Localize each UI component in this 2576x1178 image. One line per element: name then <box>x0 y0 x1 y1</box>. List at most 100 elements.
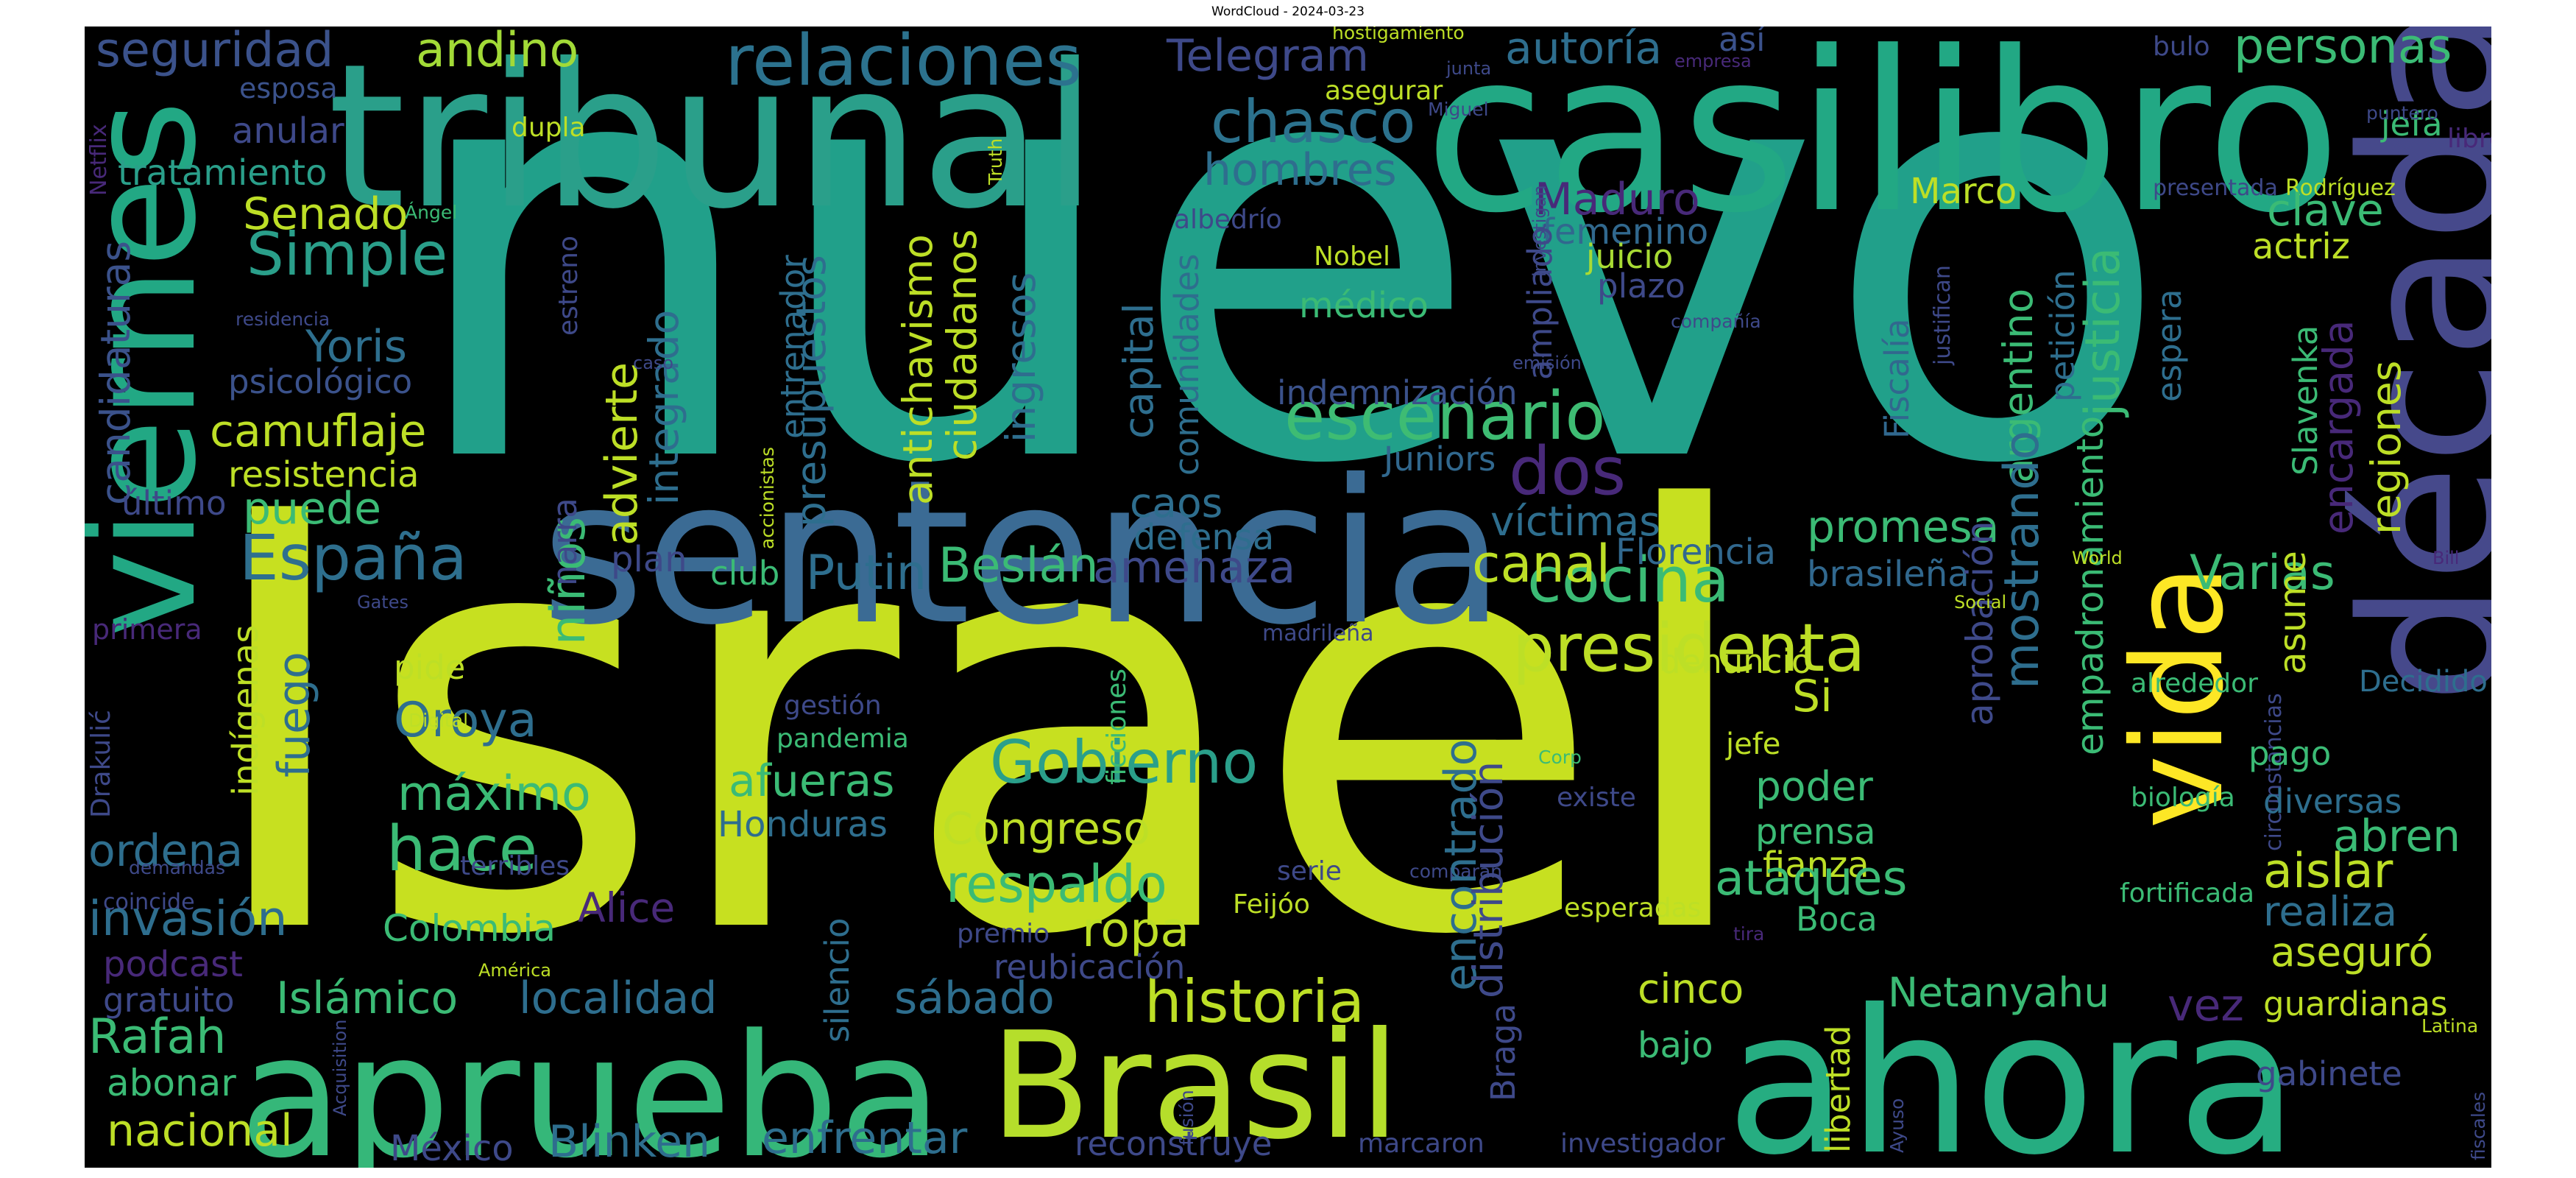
word-yoris: Yoris <box>305 321 407 373</box>
word-hombres: hombres <box>1203 144 1397 196</box>
word-dupla: dupla <box>512 113 586 143</box>
word-indemnizacion: indemnización <box>1277 373 1518 412</box>
word-diversas: diversas <box>2263 782 2402 821</box>
word-sentencia: sentencia <box>541 437 1505 669</box>
word-narra: narra <box>545 498 584 586</box>
word-cloud: nuevo Israel casilibro tribunal sentencia vie… <box>85 27 2491 1168</box>
word-amenaza: amenaza <box>1093 542 1296 593</box>
word-junta: junta <box>1446 58 1492 79</box>
word-cinco: cinco <box>1638 965 1744 1012</box>
word-podcast: podcast <box>103 944 243 985</box>
word-social: Social <box>1954 592 2007 613</box>
word-reconstruye: reconstruye <box>1075 1124 1273 1163</box>
word-marcaron: marcaron <box>1358 1129 1485 1159</box>
word-puntero: puntero <box>2366 102 2438 124</box>
word-blinken: Blinken <box>548 1116 711 1168</box>
word-autoria: autoría <box>1505 27 1663 74</box>
word-capital: capital <box>1115 303 1162 439</box>
word-localidad: localidad <box>519 973 718 1024</box>
word-jefa: jefa <box>2381 105 2443 144</box>
word-investigador: investigador <box>1560 1129 1725 1159</box>
word-espana: España <box>239 522 467 595</box>
word-miguel: Miguel <box>1428 99 1489 120</box>
word-anular: anular <box>232 110 344 152</box>
word-enfrentar: enfrentar <box>762 1112 968 1164</box>
word-serie: serie <box>1277 856 1342 886</box>
word-feijoo: Feijóo <box>1233 889 1310 920</box>
word-islamico: Islámico <box>276 973 459 1024</box>
word-fianza: fianza <box>1763 844 1869 886</box>
word-presidenta: presidenta <box>1512 610 1866 687</box>
word-hostigamiento: hostigamiento <box>1332 27 1465 43</box>
word-abren: abren <box>2333 811 2461 862</box>
word-ordena: ordena <box>88 825 244 877</box>
word-drakulic: Drakulić <box>86 710 116 818</box>
word-indigenas: indígenas <box>225 624 266 796</box>
word-andino: andino <box>416 27 579 78</box>
word-libertad: libertad <box>1819 1025 1858 1153</box>
word-varias: Varias <box>2190 546 2335 601</box>
word-gabinete: gabinete <box>2256 1054 2402 1093</box>
word-mexico: México <box>390 1128 514 1168</box>
word-canal: canal <box>1472 534 1611 594</box>
word-integrado: integrado <box>640 309 687 505</box>
word-relaciones: relaciones <box>725 27 1082 102</box>
word-truth: Truth <box>985 138 1006 185</box>
word-maximo: máximo <box>397 766 591 822</box>
word-pandemia: pandemia <box>776 724 909 754</box>
word-rodriguez: Rodríguez <box>2285 175 2396 201</box>
word-residencia: residencia <box>236 308 330 330</box>
word-investigan: investigan <box>1529 185 1550 277</box>
word-ultimo: último <box>121 484 227 523</box>
word-ciudadanos: ciudadanos <box>938 229 986 461</box>
word-jefe: jefe <box>1726 727 1781 761</box>
word-madrilena: madrileña <box>1262 621 1374 646</box>
word-vez: vez <box>2168 980 2244 1031</box>
word-beslan: Beslán <box>938 538 1099 593</box>
word-netanyahu: Netanyahu <box>1888 969 2110 1016</box>
word-realiza: realiza <box>2263 888 2398 935</box>
word-plan: plan <box>611 539 687 580</box>
word-medico: médico <box>1299 285 1429 326</box>
word-rafah: Rafah <box>88 1009 227 1065</box>
word-nacional: nacional <box>107 1105 293 1157</box>
word-bajo: bajo <box>1638 1025 1713 1066</box>
word-bulo: bulo <box>2153 32 2210 62</box>
word-primera: primera <box>92 613 202 646</box>
figure-title: WordCloud - 2024-03-23 <box>1211 4 1365 19</box>
word-historia: historia <box>1144 967 1365 1036</box>
word-honduras: Honduras <box>718 804 888 845</box>
word-afueras: afueras <box>729 755 895 807</box>
word-aislar: aislar <box>2263 844 2393 899</box>
word-coincide: coincide <box>103 889 195 915</box>
word-angel: Ángel <box>405 202 458 223</box>
word-decidido: Decidido <box>2359 665 2488 699</box>
word-actriz: actriz <box>2252 226 2350 267</box>
word-biologia: biología <box>2131 783 2235 813</box>
word-alrededor: alrededor <box>2131 669 2258 699</box>
word-fuego: fuego <box>269 652 320 777</box>
word-promesa: promesa <box>1807 501 2000 553</box>
word-juicio: juicio <box>1586 237 1674 276</box>
word-esperadas: esperadas <box>1564 893 1702 923</box>
word-seguridad: seguridad <box>96 27 334 78</box>
word-nobel: Nobel <box>1314 241 1390 272</box>
word-sabado: sábado <box>894 973 1055 1024</box>
word-pago: pago <box>2248 734 2332 773</box>
word-ataques: ataques <box>1715 851 1908 906</box>
word-victimas: víctimas <box>1490 498 1660 545</box>
word-casilibro: casilibro <box>1424 27 2341 261</box>
word-gates: Gates <box>357 592 408 613</box>
word-fortificada: fortificada <box>2120 878 2255 909</box>
word-marco: Marco <box>1910 171 2017 212</box>
word-corp: Corp <box>1538 747 1582 768</box>
word-world: World <box>2072 548 2123 568</box>
word-esposa: esposa <box>239 72 338 105</box>
word-club: club <box>710 554 780 593</box>
word-ahora: ahora <box>1726 967 2299 1168</box>
word-ficciones: ficciones <box>1102 668 1132 785</box>
word-emision: emisión <box>1512 353 1582 373</box>
word-acquisition: Acquisition <box>330 1019 350 1116</box>
word-demandas: demandas <box>129 857 225 878</box>
